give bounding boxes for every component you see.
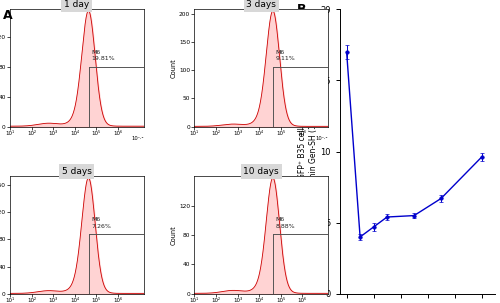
Text: B: B xyxy=(296,3,306,16)
Title: 10 days: 10 days xyxy=(244,167,279,176)
Y-axis label: Count: Count xyxy=(171,58,177,78)
Text: M6
9.11%: M6 9.11% xyxy=(276,50,295,62)
Text: 10⁷·²: 10⁷·² xyxy=(131,136,143,141)
Title: 3 days: 3 days xyxy=(246,0,276,9)
Text: 10⁷·²: 10⁷·² xyxy=(316,136,328,141)
Y-axis label: Count: Count xyxy=(171,225,177,245)
Y-axis label: GFP⁺ B35 cells
within Gen-SH (10⁴): GFP⁺ B35 cells within Gen-SH (10⁴) xyxy=(298,114,318,189)
Text: M6
19.81%: M6 19.81% xyxy=(92,50,115,62)
Text: A: A xyxy=(2,9,12,22)
Text: M6
7.26%: M6 7.26% xyxy=(92,217,111,228)
Title: 5 days: 5 days xyxy=(62,167,92,176)
Text: M6
8.88%: M6 8.88% xyxy=(276,217,295,228)
Title: 1 day: 1 day xyxy=(64,0,90,9)
